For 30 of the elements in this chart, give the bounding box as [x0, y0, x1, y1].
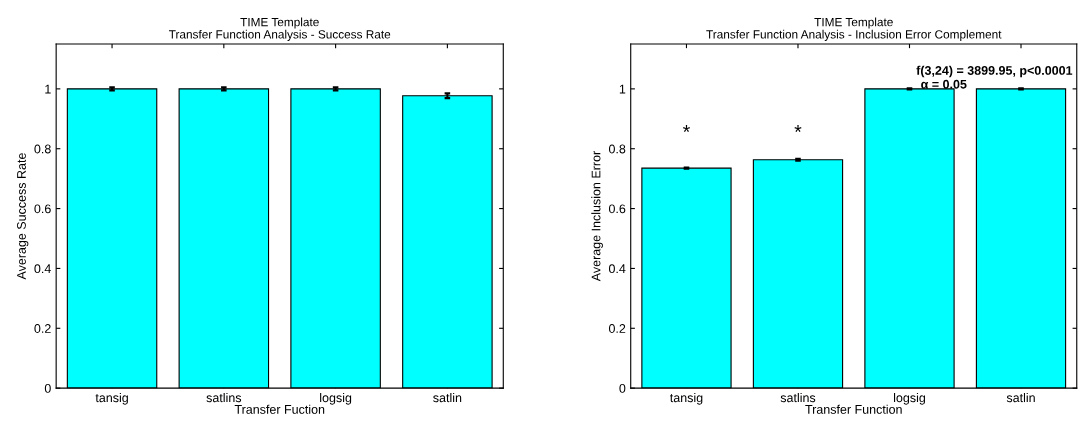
- y-tick-label: 0: [619, 383, 626, 393]
- y-tick-label: 0.2: [608, 324, 626, 333]
- x-tick-label: tansig: [95, 393, 128, 405]
- y-tick-label: 0.4: [34, 264, 51, 274]
- y-tick-label: 0.8: [608, 144, 626, 154]
- y-axis-title: Average Inclusion Error: [591, 151, 603, 282]
- x-tick-label: logsig: [894, 393, 926, 405]
- x-axis-title: Transfer Fuction: [234, 404, 325, 414]
- y-tick-label: 1: [619, 84, 626, 94]
- y-tick-label: 0.4: [608, 264, 626, 274]
- y-tick-label: 0: [44, 383, 51, 393]
- x-axis-title: Transfer Function: [805, 404, 902, 414]
- x-tick-label: satlins: [780, 393, 816, 403]
- annotation: *: [794, 125, 802, 132]
- chart-title: TIME Template Transfer Function Analysis - Success Rate: [169, 17, 391, 41]
- y-tick-label: 0.6: [34, 204, 51, 214]
- x-tick-label: tansig: [669, 393, 703, 405]
- chart-title: TIME Template Transfer Function Analysis - Inclusion Error Complement: [706, 17, 1002, 41]
- annotation: *: [683, 125, 690, 132]
- y-axis-title: Average Success Rate: [17, 153, 29, 280]
- y-tick-label: 0.8: [34, 144, 51, 154]
- y-tick-label: 0.2: [34, 324, 51, 333]
- x-tick-label: satlin: [433, 393, 462, 403]
- x-tick-label: satlin: [1006, 393, 1035, 403]
- x-tick-label: satlins: [206, 393, 242, 403]
- annotation: f(3,24) = 3899.95, p<0.0001: [916, 65, 1073, 78]
- x-tick-label: logsig: [320, 393, 352, 405]
- y-tick-label: 0.6: [608, 204, 626, 214]
- annotation: α = 0.05: [921, 79, 967, 89]
- y-tick-label: 1: [45, 84, 51, 94]
